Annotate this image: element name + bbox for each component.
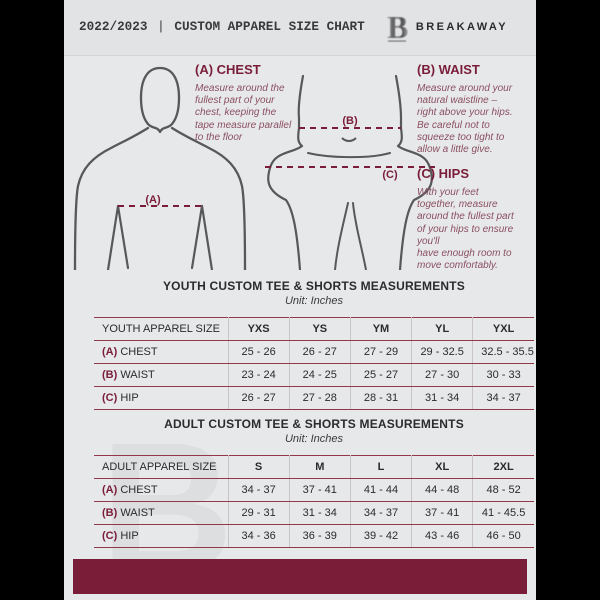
svg-text:(A): (A) [145, 194, 161, 206]
svg-text:(C): (C) [382, 169, 398, 181]
